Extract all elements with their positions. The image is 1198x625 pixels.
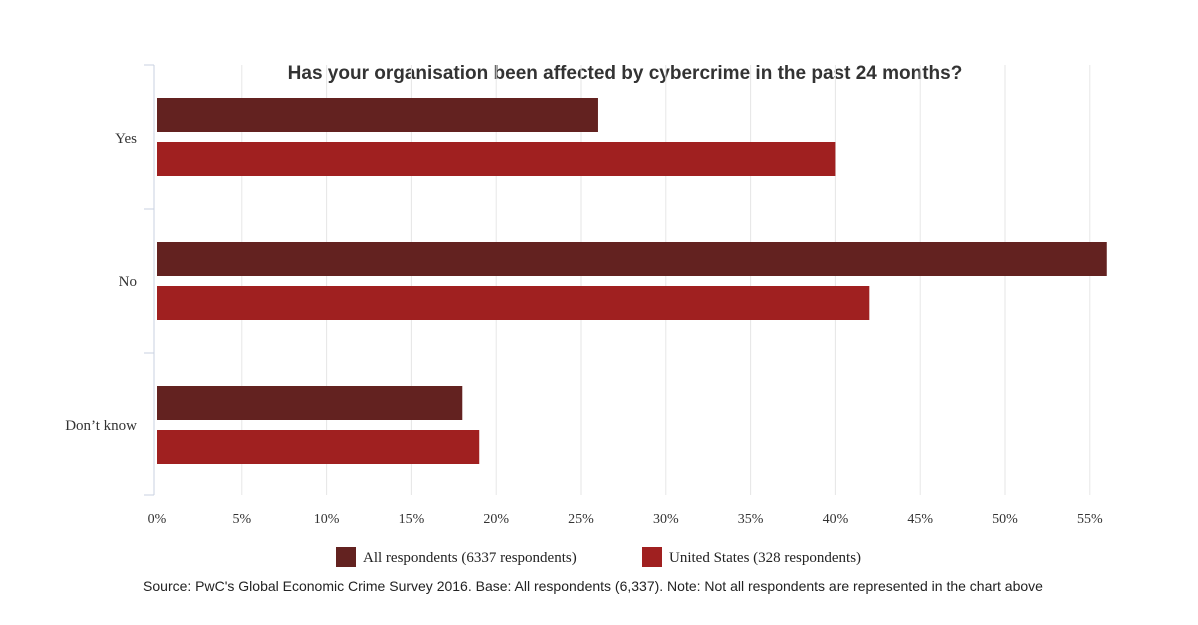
bars	[157, 98, 1107, 464]
x-tick-label: 35%	[738, 512, 764, 527]
bar-yes-united-states	[157, 142, 836, 176]
bar-yes-all-respondents	[157, 98, 598, 132]
x-tick-label: 50%	[992, 512, 1018, 527]
x-tick-labels: 0% 5% 10% 15% 20% 25% 30% 35% 40% 45% 50% 55%	[148, 512, 1103, 527]
x-tick-label: 15%	[399, 512, 425, 527]
x-tick-label: 40%	[823, 512, 849, 527]
bar-don-t-know-all-respondents	[157, 386, 463, 420]
x-tick-label: 5%	[232, 512, 251, 527]
legend-label-all-respondents: All respondents (6337 respondents)	[363, 550, 577, 566]
source-note: Source: PwC's Global Economic Crime Surv…	[143, 578, 1043, 594]
x-tick-label: 0%	[148, 512, 167, 527]
bar-don-t-know-united-states	[157, 430, 480, 464]
bar-no-united-states	[157, 286, 870, 320]
category-label-don-t-know: Don’t know	[65, 418, 137, 434]
legend-swatch-united-states	[642, 547, 662, 567]
grid-lines	[241, 65, 1091, 495]
x-tick-label: 25%	[568, 512, 594, 527]
x-tick-label: 55%	[1077, 512, 1103, 527]
x-tick-label: 20%	[483, 512, 509, 527]
x-tick-label: 10%	[314, 512, 340, 527]
y-axis	[144, 64, 155, 496]
category-label-no: No	[119, 274, 137, 290]
x-tick-label: 45%	[907, 512, 933, 527]
category-label-yes: Yes	[115, 131, 137, 147]
chart-title: Has your organisation been affected by c…	[288, 63, 963, 84]
legend-label-united-states: United States (328 respondents)	[669, 550, 861, 566]
x-tick-label: 30%	[653, 512, 679, 527]
legend-swatch-all-respondents	[336, 547, 356, 567]
category-labels: Yes No Don’t know	[65, 131, 137, 434]
legend: All respondents (6337 respondents) Unite…	[336, 547, 861, 567]
bar-no-all-respondents	[157, 242, 1107, 276]
